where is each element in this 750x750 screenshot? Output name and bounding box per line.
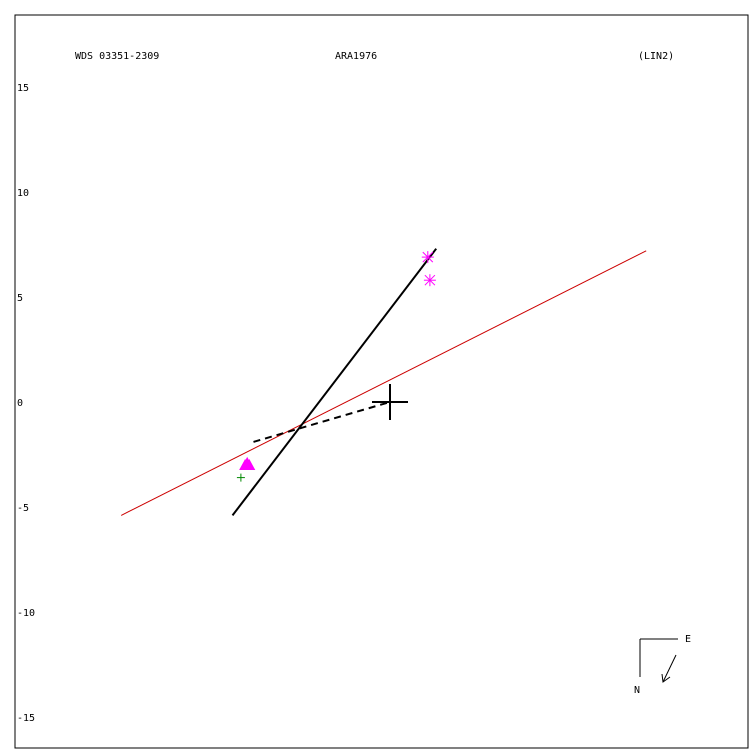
compass-arrow-head [661,673,671,683]
asterisk-marker [423,274,436,287]
plot-frame [14,14,749,749]
asterisk-marker [421,251,434,264]
y-tick-label: -10 [17,608,35,619]
y-tick-label: -15 [17,713,35,724]
y-tick-label: 15 [17,83,29,94]
reference-line [120,250,647,516]
green-plus-marker [236,473,245,482]
header-left: WDS 03351-2309 [75,51,159,62]
asterisk-stroke [424,274,436,286]
dashed-connector [253,401,391,443]
y-tick-label: -5 [17,503,29,514]
compass-east-label: E [685,634,691,645]
plot-lines [120,248,647,517]
compass-direction-arrow [662,654,677,683]
y-tick-label: 5 [17,293,23,304]
header-center: ARA1976 [335,51,377,62]
y-axis-ticks: 15 10 5 0 -5 -10 -15 [17,83,35,724]
y-tick-label: 10 [17,188,29,199]
compass-north-label: N [634,685,640,696]
compass: E N [634,634,691,696]
y-tick-label: 0 [17,398,23,409]
header-right: (LIN2) [638,51,674,62]
plot-markers [236,251,436,482]
triangle-marker [241,456,254,468]
fit-line [231,248,437,517]
asterisk-stroke [422,251,434,263]
